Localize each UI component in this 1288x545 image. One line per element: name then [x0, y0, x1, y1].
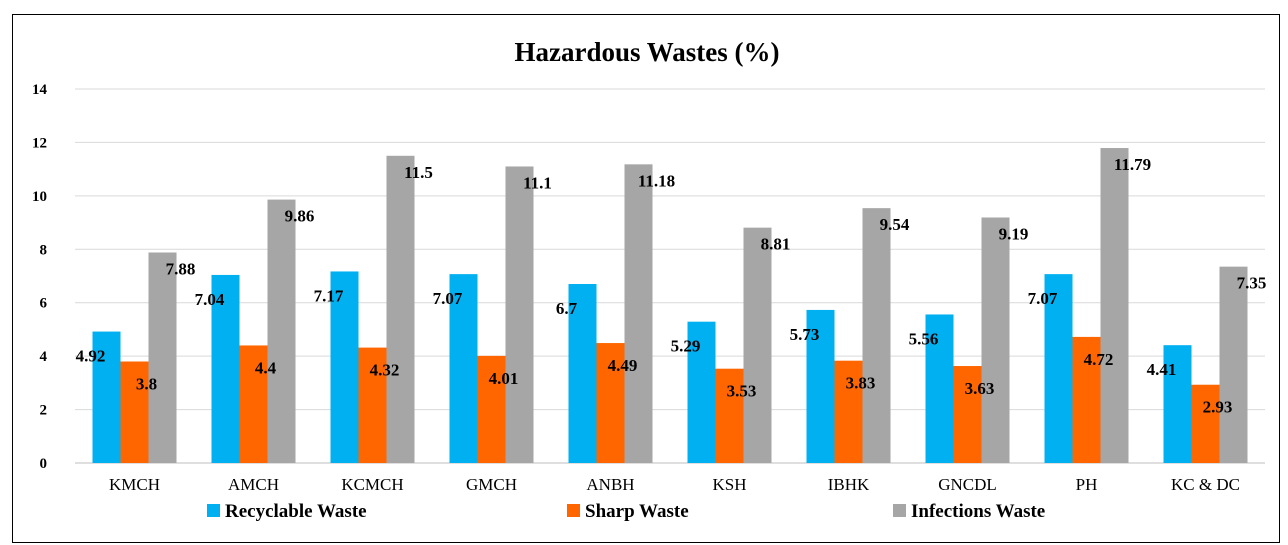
x-tick-label: GNCDL — [938, 475, 997, 494]
data-label: 3.53 — [727, 382, 757, 401]
data-label: 8.81 — [761, 235, 791, 254]
bar — [330, 271, 359, 463]
bar — [1163, 345, 1192, 463]
bar — [1100, 148, 1129, 463]
y-tick-label: 2 — [40, 403, 48, 419]
bar — [449, 274, 478, 463]
data-label: 3.83 — [846, 374, 876, 393]
data-label: 4.92 — [76, 347, 106, 366]
data-label: 3.8 — [136, 374, 157, 393]
data-label: 7.07 — [1028, 289, 1058, 308]
bar — [953, 366, 982, 463]
data-label: 11.1 — [523, 173, 552, 192]
data-label: 11.18 — [638, 171, 675, 190]
x-tick-label: KC & DC — [1171, 475, 1240, 494]
bar — [1219, 266, 1248, 463]
data-label: 9.54 — [880, 215, 910, 234]
bar — [715, 368, 744, 463]
bar — [834, 360, 863, 463]
y-tick-label: 4 — [40, 349, 48, 365]
bars — [92, 148, 1248, 464]
bar — [239, 345, 268, 463]
data-label: 5.56 — [909, 329, 939, 348]
data-label: 9.19 — [999, 224, 1029, 243]
data-label: 5.73 — [790, 325, 820, 344]
bar — [806, 309, 835, 463]
bar — [386, 155, 415, 464]
bar — [120, 361, 149, 463]
y-tick-label: 6 — [40, 296, 48, 312]
bar — [862, 208, 891, 463]
chart-title: Hazardous Wastes (%) — [514, 37, 779, 67]
data-label: 7.04 — [195, 290, 225, 309]
data-label: 4.4 — [255, 358, 277, 377]
bar — [568, 284, 597, 463]
bar — [624, 164, 653, 463]
data-label: 7.17 — [314, 286, 344, 305]
y-tick-label: 0 — [40, 456, 48, 472]
bar — [477, 355, 506, 463]
bar — [92, 331, 121, 463]
bar — [148, 252, 177, 463]
legend-label: Recyclable Waste — [225, 501, 367, 522]
bar — [267, 199, 296, 463]
x-tick-label: AMCH — [228, 475, 279, 494]
data-label: 5.29 — [671, 337, 701, 356]
x-tick-label: ANBH — [586, 475, 634, 494]
x-axis-ticks: KMCH AMCH KCMCH GMCH ANBH KSH IBHK GNCDL PH KC & … — [109, 475, 1240, 494]
legend-label: Infections Waste — [911, 501, 1045, 522]
data-label: 11.79 — [1114, 155, 1151, 174]
bar — [1191, 384, 1220, 463]
y-tick-label: 14 — [32, 82, 48, 98]
legend-swatch — [893, 504, 906, 517]
data-label: 11.5 — [404, 163, 433, 182]
x-tick-label: GMCH — [466, 475, 517, 494]
legend-swatch — [207, 504, 220, 517]
bar — [211, 274, 240, 463]
data-labels: 4.92 3.8 7.88 7.04 4.4 9.86 7.17 4.32 11.5 7.07 4.… — [76, 155, 1267, 417]
chart: Hazardous Wastes (%) 0 2 4 6 8 10 12 14 4.92 3.8… — [32, 37, 1267, 522]
y-tick-label: 8 — [40, 242, 48, 258]
data-label: 7.35 — [1237, 274, 1267, 293]
data-label: 4.72 — [1084, 350, 1114, 369]
legend: Recyclable Waste Sharp Waste Infections Wa… — [207, 501, 1045, 522]
bar — [1044, 274, 1073, 463]
data-label: 7.07 — [433, 289, 463, 308]
legend-swatch — [567, 504, 580, 517]
bar — [596, 343, 625, 463]
x-tick-label: KMCH — [109, 475, 160, 494]
bar — [505, 166, 534, 463]
data-label: 2.93 — [1203, 398, 1233, 417]
data-label: 7.88 — [166, 259, 196, 278]
data-label: 9.86 — [285, 207, 315, 226]
data-label: 4.01 — [489, 369, 519, 388]
data-label: 6.7 — [556, 299, 578, 318]
chart-frame: Hazardous Wastes (%) 0 2 4 6 8 10 12 14 4.92 3.8… — [12, 14, 1280, 543]
bar — [743, 227, 772, 463]
x-tick-label: PH — [1076, 475, 1098, 494]
y-axis-ticks: 0 2 4 6 8 10 12 14 — [32, 82, 48, 472]
bar — [358, 347, 387, 463]
x-tick-label: IBHK — [828, 475, 870, 494]
bar — [925, 314, 954, 463]
x-tick-label: KSH — [712, 475, 746, 494]
bar — [687, 321, 716, 463]
bar — [981, 217, 1010, 463]
y-tick-label: 12 — [32, 135, 47, 151]
y-tick-label: 10 — [32, 189, 47, 205]
data-label: 4.41 — [1147, 360, 1177, 379]
data-label: 4.32 — [370, 361, 400, 380]
legend-label: Sharp Waste — [585, 501, 689, 522]
x-tick-label: KCMCH — [341, 475, 403, 494]
data-label: 3.63 — [965, 379, 995, 398]
bar — [1072, 336, 1101, 463]
data-label: 4.49 — [608, 356, 638, 375]
